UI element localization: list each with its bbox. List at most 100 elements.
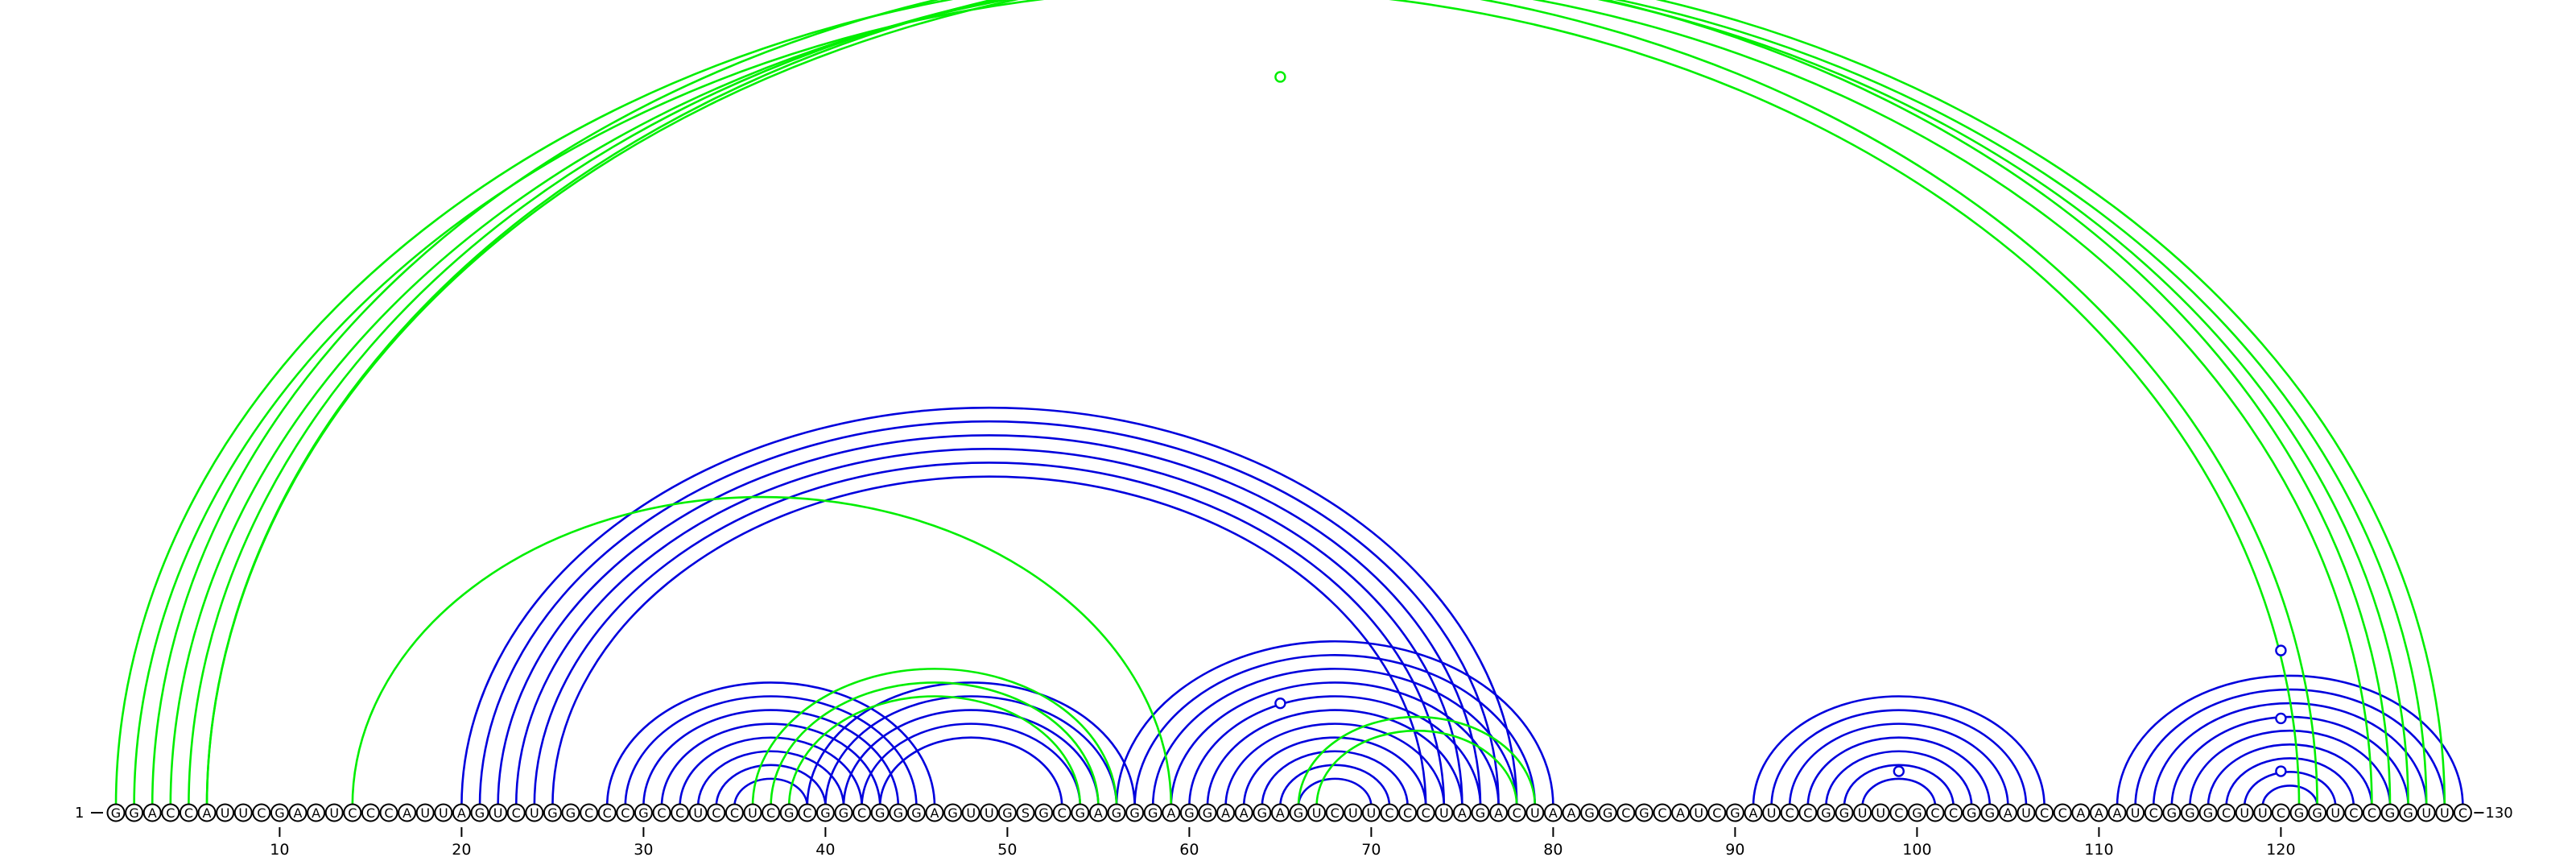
tick-label: 40 [815,841,835,857]
nucleotide-letter: A [402,805,411,821]
base-pair-arc [533,462,1446,807]
tick-label: 30 [634,841,653,857]
base-pair-arc [1151,668,1518,807]
nucleotide-letter: C [2222,805,2231,821]
base-pair-arc [514,448,1463,807]
nucleotide-circle [2308,803,2327,822]
nucleotide-circle [142,803,162,822]
nucleotide-letter: A [2004,805,2013,821]
base-pair-arc [1261,750,1409,807]
nucleotide-circle [1162,803,1181,822]
nucleotide-circle [616,803,635,822]
nucleotide-letter: U [2440,805,2450,821]
nucleotide-circle [2126,803,2145,822]
nucleotide-letter: U [693,805,703,821]
base-pair-arc [2261,785,2318,807]
nucleotide-circle [1071,803,1090,822]
nucleotide-circle [125,803,144,822]
nucleotide-circle [707,803,726,822]
nucleotide-letter: G [2403,805,2413,821]
nucleotide-letter: G [894,805,903,821]
base-pair-arc [1115,640,1554,807]
nucleotide-circle [1052,803,1071,822]
nucleotide-circle [597,803,617,822]
tick-label: 80 [1543,841,1563,857]
nucleotide-circle [997,803,1017,822]
nucleotide-circle [2017,803,2036,822]
nucleotide-letter: A [1240,805,1249,821]
base-pair-arc [1770,709,2028,807]
nucleotide-letter: C [857,805,866,821]
base-pair-arc [2134,688,2446,807]
base-pair-arc [842,709,1100,807]
nucleotide-letter: G [1584,805,1594,821]
nucleotide-circle [652,803,671,822]
nucleotide-letter: U [985,805,994,821]
nucleotide-circle [1471,803,1490,822]
nucleotide-letter: U [2258,805,2268,821]
nucleotide-letter: G [784,805,794,821]
nucleotide-circle [2326,803,2345,822]
nucleotide-letter: A [2113,805,2122,821]
nucleotide-circle [543,803,562,822]
nucleotide-circle [2144,803,2163,822]
nucleotide-circle [2107,803,2127,822]
tick-label: 60 [1179,841,1199,857]
nucleotide-letter: C [348,805,357,821]
pair-marker [2275,765,2287,777]
nucleotide-circle [1452,803,1472,822]
nucleotide-letter: G [1839,805,1849,821]
nucleotide-letter: C [2058,805,2067,821]
nucleotide-letter: C [584,805,593,821]
nucleotide-circle [1798,803,1818,822]
base-pair-arc [1843,764,1955,807]
tick-label: 20 [452,841,471,857]
nucleotide-circle [1507,803,1526,822]
nucleotide-circle [1361,803,1381,822]
nucleotide-circle [1325,803,1344,822]
nucleotide-circle [270,803,289,822]
nucleotide-letter: G [1476,805,1485,821]
nucleotide-letter: C [621,805,630,821]
nucleotide-circle [1871,803,1890,822]
nucleotide-circle [1962,803,1981,822]
base-pair-arc [169,0,2373,807]
nucleotide-circle [906,803,926,822]
tick-label: 50 [997,841,1017,857]
nucleotide-letter: C [2149,805,2158,821]
nucleotide-circle [506,803,526,822]
nucleotide-circle [2271,803,2290,822]
nucleotide-letter: A [931,805,939,821]
nucleotide-circle [361,803,380,822]
nucleotide-letter: C [1657,805,1666,821]
base-pair-arc [806,681,1136,807]
nucleotide-letter: C [1385,805,1393,821]
pair-marker [1274,71,1286,83]
nucleotide-circle [1944,803,1963,822]
base-pair-arc [478,420,1500,807]
nucleotide-circle [1289,803,1308,822]
base-pair-arc [1279,764,1391,807]
nucleotide-letter: U [1439,805,1449,821]
nucleotide-letter: A [312,805,320,821]
base-pair-arc [861,722,1082,807]
base-pair-arc [1315,729,1518,807]
nucleotide-circle [2053,803,2072,822]
nucleotide-circle [1580,803,1600,822]
nucleotide-circle [1616,803,1636,822]
nucleotide-circle [2162,803,2182,822]
base-pair-arcs [114,0,2464,807]
nucleotide-letter: C [1513,805,1521,821]
nucleotide-letter: C [1058,805,1067,821]
nucleotide-letter: C [730,805,739,821]
base-pair-arc [151,0,2392,807]
nucleotide-circle [1088,803,1108,822]
nucleotide-circle [1344,803,1363,822]
nucleotide-letter: G [566,805,576,821]
nucleotide-circle [2198,803,2218,822]
nucleotide-circle [1179,803,1199,822]
nucleotide-letter: G [129,805,138,821]
base-pair-arc [351,495,1173,807]
